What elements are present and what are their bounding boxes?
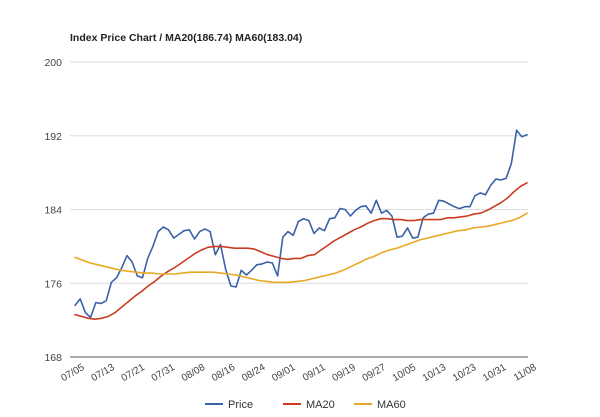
y-tick-label: 184: [44, 205, 62, 217]
x-tick-label: 07/21: [120, 362, 148, 384]
legend-label-price: Price: [228, 399, 253, 411]
x-tick-label: 08/24: [240, 362, 268, 384]
x-tick-label: 09/19: [331, 362, 359, 384]
x-tick-label: 10/31: [481, 362, 509, 384]
x-tick-label: 11/08: [512, 362, 539, 384]
x-tick-label: 10/05: [391, 362, 419, 384]
x-tick-label: 10/13: [421, 362, 449, 384]
legend-label-ma20: MA20: [306, 399, 335, 411]
y-tick-label: 168: [44, 352, 62, 364]
chart-title: Index Price Chart / MA20(186.74) MA60(18…: [70, 32, 303, 44]
y-tick-label: 176: [44, 278, 62, 290]
x-tick-label: 07/05: [59, 362, 87, 384]
x-tick-label: 09/01: [270, 362, 298, 384]
x-tick-label: 07/13: [89, 362, 117, 384]
x-tick-label: 07/31: [150, 362, 178, 384]
x-tick-label: 10/23: [451, 362, 479, 384]
y-tick-label: 192: [44, 131, 62, 143]
x-tick-label: 08/08: [180, 362, 208, 384]
x-tick-label: 09/11: [301, 362, 328, 384]
x-tick-label: 08/16: [210, 362, 238, 384]
x-tick-label: 09/27: [361, 362, 389, 384]
y-tick-label: 200: [44, 57, 62, 69]
series-line-ma60: [74, 212, 528, 284]
series-line-ma20: [74, 182, 528, 321]
series-line-price: [74, 129, 528, 319]
legend-label-ma60: MA60: [377, 399, 406, 411]
